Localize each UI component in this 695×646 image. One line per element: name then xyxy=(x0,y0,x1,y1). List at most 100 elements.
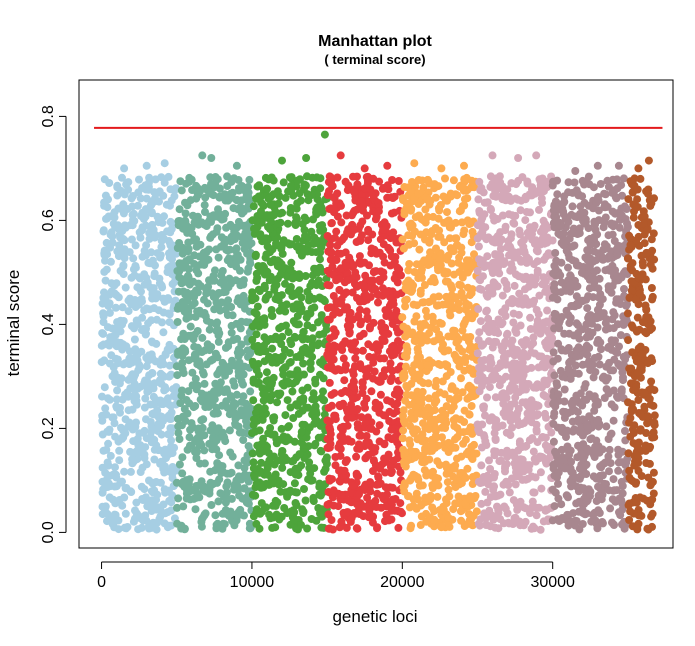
data-point xyxy=(300,225,309,234)
data-point xyxy=(483,292,492,301)
data-point xyxy=(382,221,391,230)
data-point xyxy=(140,306,149,315)
data-point xyxy=(415,370,424,379)
data-point xyxy=(291,470,300,479)
data-point xyxy=(121,429,130,438)
data-point xyxy=(480,402,488,411)
data-point xyxy=(328,262,337,271)
data-point xyxy=(313,341,322,350)
data-point xyxy=(406,206,415,215)
data-point xyxy=(122,342,131,351)
data-point xyxy=(531,457,540,466)
data-point xyxy=(355,490,363,499)
data-point xyxy=(141,251,150,260)
data-point xyxy=(569,331,578,340)
data-point xyxy=(248,216,257,225)
data-point xyxy=(457,281,465,290)
data-point xyxy=(192,266,201,275)
data-point xyxy=(282,456,291,464)
data-point xyxy=(400,482,408,491)
data-point xyxy=(214,497,223,506)
data-point xyxy=(421,424,430,432)
data-point xyxy=(237,475,246,484)
data-point xyxy=(366,185,375,194)
data-point xyxy=(522,336,531,345)
data-point xyxy=(105,179,114,187)
data-point xyxy=(333,189,342,198)
data-point xyxy=(160,212,168,221)
data-point xyxy=(574,301,583,310)
data-point xyxy=(430,507,439,516)
data-point xyxy=(100,505,109,514)
data-point xyxy=(525,255,533,264)
data-point xyxy=(375,480,384,489)
data-point xyxy=(111,432,120,441)
data-point xyxy=(110,482,119,491)
data-point xyxy=(297,520,305,529)
data-point xyxy=(466,289,475,298)
data-point xyxy=(465,220,474,228)
data-point xyxy=(585,284,594,293)
data-point xyxy=(442,464,451,472)
data-point xyxy=(283,423,292,432)
data-point xyxy=(226,220,235,229)
data-point xyxy=(211,466,219,475)
data-point xyxy=(605,358,614,367)
data-point xyxy=(237,233,246,242)
data-point xyxy=(468,261,477,270)
data-point xyxy=(560,385,569,394)
data-point xyxy=(371,444,380,453)
data-point xyxy=(115,446,124,455)
data-point xyxy=(530,236,539,245)
data-point xyxy=(418,387,427,396)
data-point xyxy=(103,394,112,403)
data-point xyxy=(283,396,292,405)
data-point xyxy=(207,232,215,241)
data-point xyxy=(366,276,375,285)
data-point xyxy=(356,221,365,230)
data-point xyxy=(260,316,269,325)
data-point xyxy=(278,463,287,472)
data-point xyxy=(311,414,319,423)
data-point xyxy=(126,467,135,476)
data-point xyxy=(219,288,228,297)
data-point xyxy=(307,191,316,199)
data-point xyxy=(152,441,161,450)
data-point xyxy=(491,250,500,259)
data-point xyxy=(533,411,542,420)
data-point xyxy=(494,315,503,324)
data-point xyxy=(576,389,585,398)
data-point xyxy=(124,307,133,316)
data-point xyxy=(320,467,329,476)
data-point xyxy=(584,236,593,245)
data-point xyxy=(460,195,469,204)
data-point xyxy=(267,173,276,182)
data-point xyxy=(184,356,193,365)
data-point xyxy=(351,196,360,205)
data-point xyxy=(298,386,307,395)
data-point xyxy=(440,390,449,399)
data-point xyxy=(495,381,504,390)
data-point xyxy=(212,227,221,236)
data-point xyxy=(402,199,411,208)
data-point xyxy=(403,456,412,465)
data-point xyxy=(322,325,331,334)
data-point xyxy=(253,182,262,191)
data-point xyxy=(105,493,114,502)
data-point xyxy=(394,177,403,185)
data-point xyxy=(368,512,377,521)
data-point xyxy=(308,323,317,332)
data-point xyxy=(326,173,335,181)
data-point xyxy=(284,377,293,386)
data-point xyxy=(298,406,307,415)
data-point xyxy=(170,186,179,195)
data-point xyxy=(581,461,590,470)
data-point xyxy=(244,193,253,202)
data-point xyxy=(248,429,257,438)
data-point xyxy=(279,178,288,187)
data-point xyxy=(222,397,231,406)
data-point xyxy=(337,517,346,526)
data-point xyxy=(402,295,411,304)
data-point xyxy=(352,471,361,480)
data-point xyxy=(518,373,527,382)
